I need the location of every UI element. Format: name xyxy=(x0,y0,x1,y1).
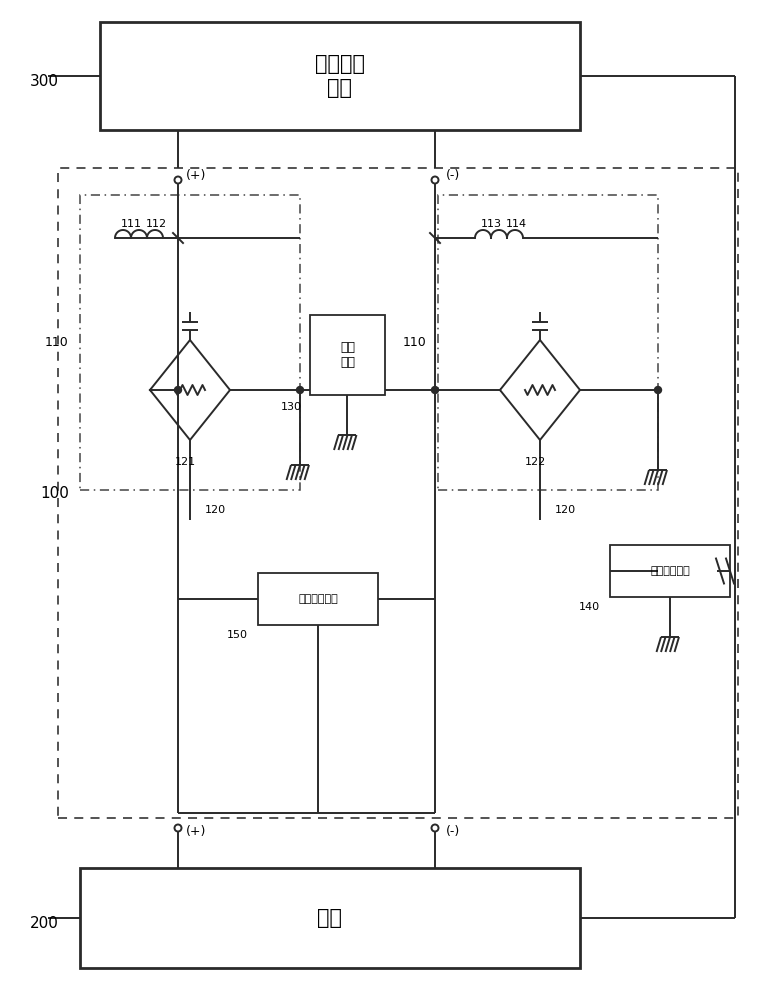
Circle shape xyxy=(431,386,438,393)
Circle shape xyxy=(297,386,304,393)
Text: (+): (+) xyxy=(186,826,206,838)
Text: 140: 140 xyxy=(579,602,600,612)
Text: 130: 130 xyxy=(281,402,302,412)
Text: 111: 111 xyxy=(121,219,142,229)
Text: 112: 112 xyxy=(146,219,167,229)
Text: 200: 200 xyxy=(30,916,59,930)
Text: 120: 120 xyxy=(205,505,226,515)
Text: 110: 110 xyxy=(402,336,426,349)
Text: 150: 150 xyxy=(227,630,248,640)
Circle shape xyxy=(175,176,182,184)
Text: 100: 100 xyxy=(40,486,69,500)
Text: 114: 114 xyxy=(506,219,527,229)
Bar xyxy=(80,195,300,490)
Bar xyxy=(100,22,580,130)
Bar xyxy=(310,315,385,395)
Text: 电池: 电池 xyxy=(317,908,342,928)
Circle shape xyxy=(175,386,182,393)
Text: 绵缘评估单元: 绵缘评估单元 xyxy=(298,594,338,604)
Bar xyxy=(610,545,730,597)
Bar xyxy=(80,868,580,968)
Text: (+): (+) xyxy=(186,169,206,182)
Text: (-): (-) xyxy=(446,826,460,838)
Circle shape xyxy=(431,176,438,184)
Bar xyxy=(258,573,378,625)
Text: 120: 120 xyxy=(555,505,576,515)
Circle shape xyxy=(431,824,438,832)
Text: 300: 300 xyxy=(30,74,59,89)
Text: (-): (-) xyxy=(446,169,460,182)
Text: 121: 121 xyxy=(175,457,196,467)
Text: 控制
单元: 控制 单元 xyxy=(340,341,355,369)
Bar xyxy=(438,195,658,490)
Text: 电流测量单元: 电流测量单元 xyxy=(650,566,690,576)
Bar xyxy=(58,168,738,818)
Text: 113: 113 xyxy=(481,219,502,229)
Text: 电力转换
器件: 电力转换 器件 xyxy=(315,54,365,98)
Circle shape xyxy=(655,386,662,393)
Circle shape xyxy=(175,824,182,832)
Text: 122: 122 xyxy=(525,457,546,467)
Text: 110: 110 xyxy=(45,336,68,349)
